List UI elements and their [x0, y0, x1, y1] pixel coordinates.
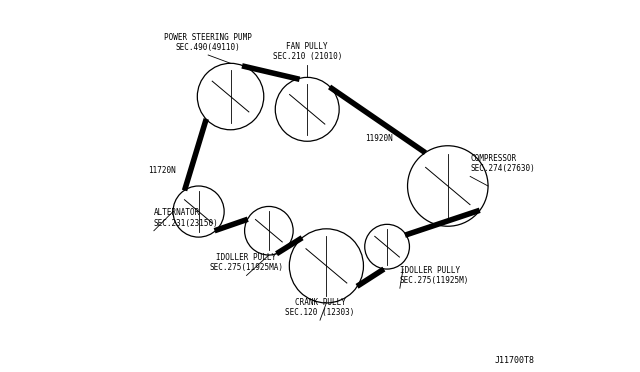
Text: CRANK PULLY: CRANK PULLY	[294, 298, 346, 307]
Text: J11700T8: J11700T8	[494, 356, 534, 365]
Text: COMPRESSOR: COMPRESSOR	[470, 154, 516, 163]
Text: IDOLLER PULLY: IDOLLER PULLY	[400, 266, 460, 275]
Text: SEC.120 (12303): SEC.120 (12303)	[285, 308, 355, 317]
Text: IDOLLER PULLY: IDOLLER PULLY	[216, 253, 276, 262]
Text: SEC.231(23150): SEC.231(23150)	[154, 218, 219, 228]
Text: SEC.490(49110): SEC.490(49110)	[176, 43, 241, 52]
Text: SEC.210 (21010): SEC.210 (21010)	[273, 52, 342, 61]
Text: ALTERNATOR: ALTERNATOR	[154, 208, 200, 217]
Text: FAN PULLY: FAN PULLY	[287, 42, 328, 51]
Text: 11720N: 11720N	[148, 166, 176, 174]
Text: SEC.275(11925M): SEC.275(11925M)	[400, 276, 469, 285]
Text: 11920N: 11920N	[365, 134, 392, 142]
Text: SEC.275(11925MA): SEC.275(11925MA)	[209, 263, 284, 272]
Text: POWER STEERING PUMP: POWER STEERING PUMP	[164, 33, 252, 42]
Text: SEC.274(27630): SEC.274(27630)	[470, 164, 535, 173]
